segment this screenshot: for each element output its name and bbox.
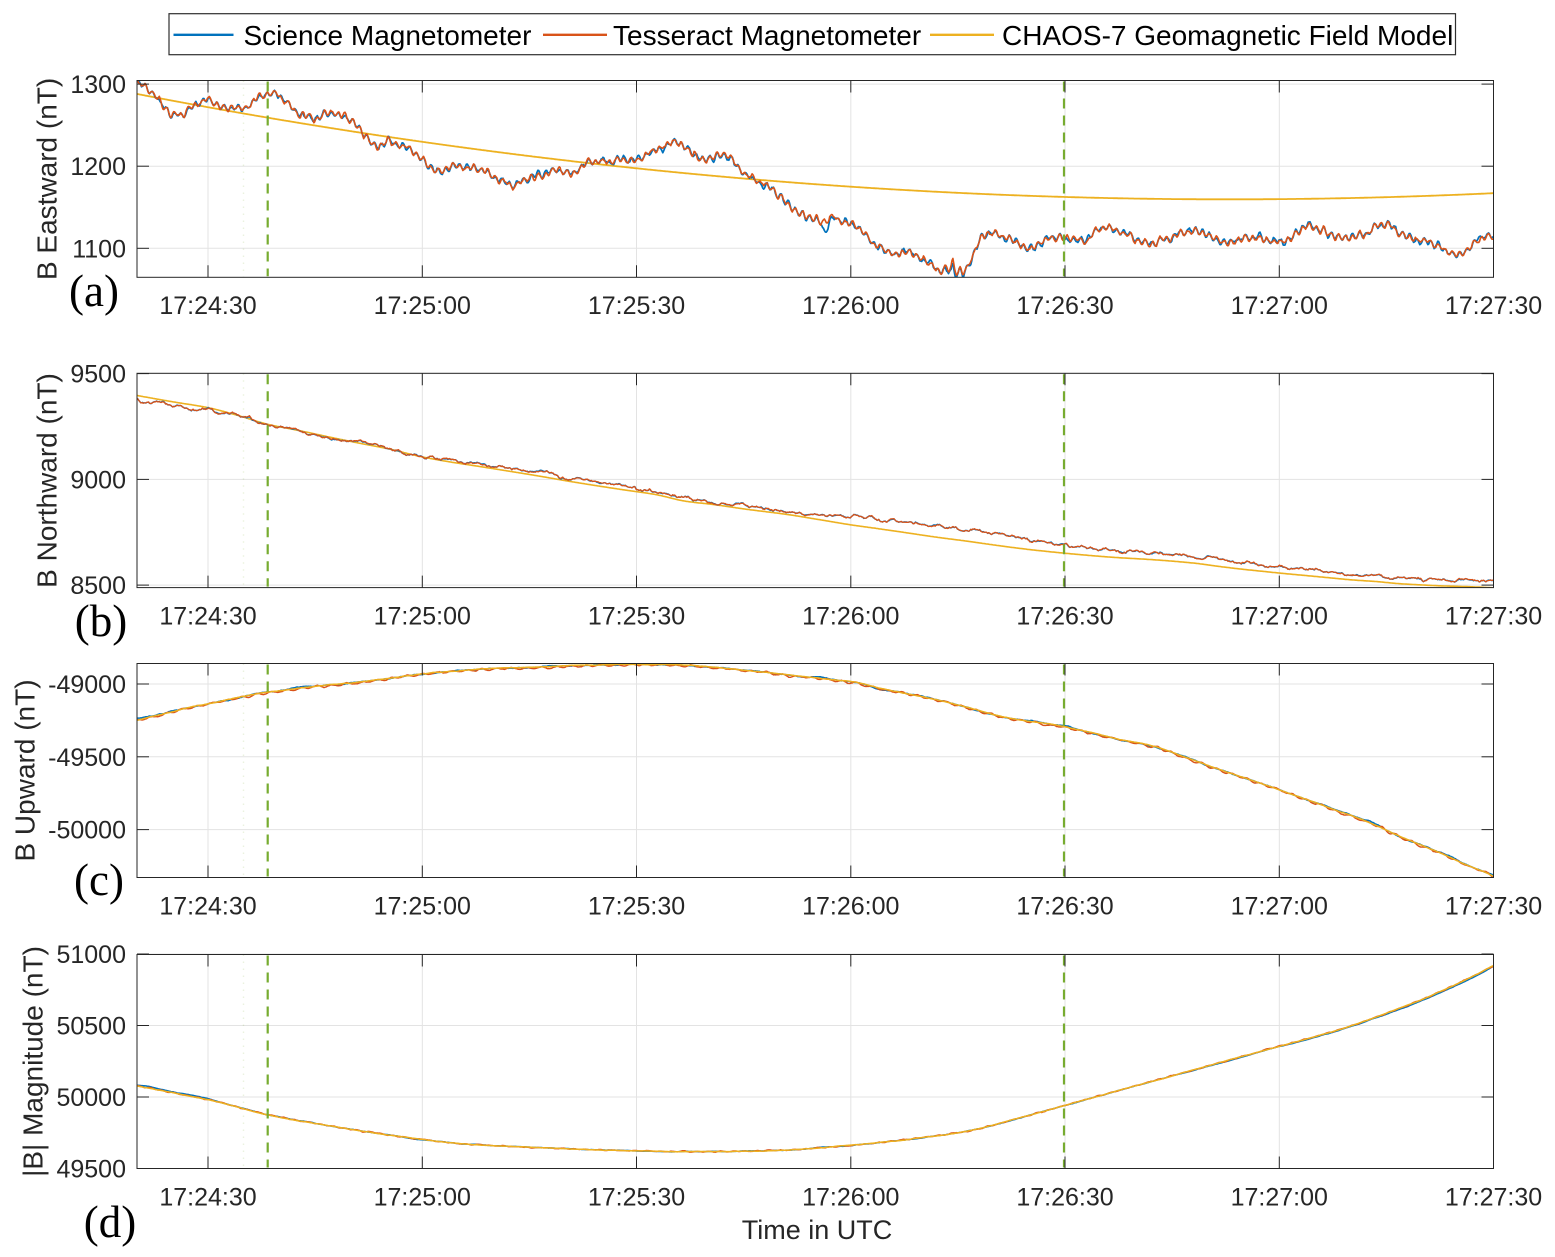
svg-text:Science Magnetometer: Science Magnetometer [244, 20, 532, 51]
svg-text:B Eastward (nT): B Eastward (nT) [32, 78, 63, 280]
svg-text:17:24:30: 17:24:30 [159, 893, 256, 921]
svg-text:9000: 9000 [70, 466, 126, 494]
svg-text:51000: 51000 [56, 941, 126, 969]
svg-text:(b): (b) [75, 596, 127, 646]
svg-text:17:26:00: 17:26:00 [802, 292, 899, 320]
svg-text:17:26:00: 17:26:00 [802, 893, 899, 921]
svg-text:B Northward (nT): B Northward (nT) [32, 373, 63, 588]
svg-text:17:25:00: 17:25:00 [374, 893, 471, 921]
svg-text:17:26:30: 17:26:30 [1016, 603, 1113, 631]
svg-text:17:27:00: 17:27:00 [1231, 603, 1328, 631]
svg-text:17:27:30: 17:27:30 [1445, 1184, 1542, 1212]
svg-text:17:26:30: 17:26:30 [1016, 893, 1113, 921]
svg-text:17:25:00: 17:25:00 [374, 292, 471, 320]
svg-text:(d): (d) [84, 1197, 136, 1247]
svg-text:17:25:00: 17:25:00 [374, 603, 471, 631]
svg-text:(a): (a) [69, 266, 119, 316]
svg-text:Time in UTC: Time in UTC [742, 1215, 893, 1245]
svg-text:50500: 50500 [56, 1013, 126, 1041]
svg-text:17:27:00: 17:27:00 [1231, 893, 1328, 921]
svg-text:17:24:30: 17:24:30 [159, 603, 256, 631]
svg-text:-49000: -49000 [48, 671, 126, 699]
svg-text:8500: 8500 [70, 572, 126, 600]
svg-text:17:27:00: 17:27:00 [1231, 292, 1328, 320]
svg-text:B Upward (nT): B Upward (nT) [9, 679, 40, 861]
svg-text:17:26:30: 17:26:30 [1016, 1184, 1113, 1212]
svg-text:17:25:00: 17:25:00 [374, 1184, 471, 1212]
svg-text:17:25:30: 17:25:30 [588, 603, 685, 631]
svg-text:17:26:00: 17:26:00 [802, 1184, 899, 1212]
svg-text:17:26:00: 17:26:00 [802, 603, 899, 631]
svg-text:17:24:30: 17:24:30 [159, 1184, 256, 1212]
svg-text:CHAOS-7 Geomagnetic Field Mode: CHAOS-7 Geomagnetic Field Model [1002, 20, 1453, 51]
svg-text:Tesseract Magnetometer: Tesseract Magnetometer [613, 20, 921, 51]
svg-text:17:27:30: 17:27:30 [1445, 893, 1542, 921]
svg-text:-49500: -49500 [48, 744, 126, 772]
svg-text:17:25:30: 17:25:30 [588, 893, 685, 921]
svg-text:17:27:30: 17:27:30 [1445, 603, 1542, 631]
svg-text:1100: 1100 [72, 235, 126, 263]
svg-text:9500: 9500 [70, 361, 126, 389]
svg-text:|B| Magnitude (nT): |B| Magnitude (nT) [18, 946, 49, 1177]
svg-text:17:25:30: 17:25:30 [588, 1184, 685, 1212]
svg-text:17:27:00: 17:27:00 [1231, 1184, 1328, 1212]
svg-text:-50000: -50000 [48, 817, 126, 845]
svg-text:17:27:30: 17:27:30 [1445, 292, 1542, 320]
svg-text:1300: 1300 [70, 71, 126, 99]
svg-text:17:25:30: 17:25:30 [588, 292, 685, 320]
svg-text:50000: 50000 [56, 1084, 126, 1112]
svg-text:17:24:30: 17:24:30 [159, 292, 256, 320]
svg-text:(c): (c) [74, 855, 124, 905]
svg-text:49500: 49500 [56, 1156, 126, 1184]
svg-text:1200: 1200 [70, 153, 126, 181]
svg-text:17:26:30: 17:26:30 [1016, 292, 1113, 320]
